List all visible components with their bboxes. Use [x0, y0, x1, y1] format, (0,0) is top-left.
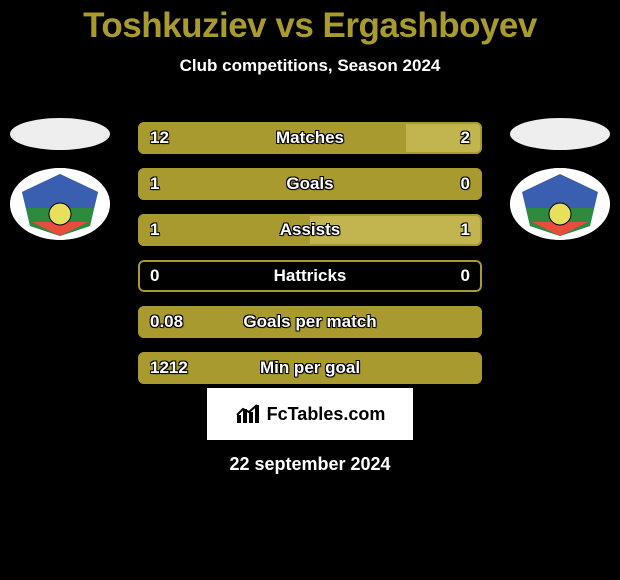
stat-label: Goals per match — [138, 306, 482, 338]
footer: FcTables.com 22 september 2024 — [0, 388, 620, 475]
left-club-badge-icon — [10, 168, 110, 240]
stat-label: Min per goal — [138, 352, 482, 384]
attribution-logo-icon — [235, 403, 261, 425]
stat-right-value: 0 — [461, 168, 470, 200]
stat-right-value: 1 — [461, 214, 470, 246]
subtitle: Club competitions, Season 2024 — [0, 56, 620, 76]
right-club-badge-icon — [510, 168, 610, 240]
stat-label: Assists — [138, 214, 482, 246]
stat-bar: 1Goals0 — [138, 168, 482, 200]
stat-label: Goals — [138, 168, 482, 200]
attribution-text: FcTables.com — [267, 404, 386, 425]
page-title: Toshkuziev vs Ergashboyev — [0, 0, 620, 46]
stat-bar: 1212Min per goal — [138, 352, 482, 384]
stat-bar: 1Assists1 — [138, 214, 482, 246]
right-flag-icon — [510, 118, 610, 150]
stat-bar: 0Hattricks0 — [138, 260, 482, 292]
right-badge-column — [500, 118, 620, 240]
left-badge-column — [0, 118, 120, 240]
player-left-name: Toshkuziev — [83, 6, 266, 45]
stat-bar: 12Matches2 — [138, 122, 482, 154]
stat-bar: 0.08Goals per match — [138, 306, 482, 338]
player-right-name: Ergashboyev — [323, 6, 537, 45]
left-flag-icon — [10, 118, 110, 150]
stat-label: Matches — [138, 122, 482, 154]
stat-label: Hattricks — [138, 260, 482, 292]
stat-right-value: 2 — [461, 122, 470, 154]
attribution-box: FcTables.com — [207, 388, 413, 440]
stat-right-value: 0 — [461, 260, 470, 292]
date-text: 22 september 2024 — [229, 454, 390, 475]
title-vs: vs — [266, 6, 322, 45]
stats-bars: 12Matches21Goals01Assists10Hattricks00.0… — [138, 122, 482, 384]
